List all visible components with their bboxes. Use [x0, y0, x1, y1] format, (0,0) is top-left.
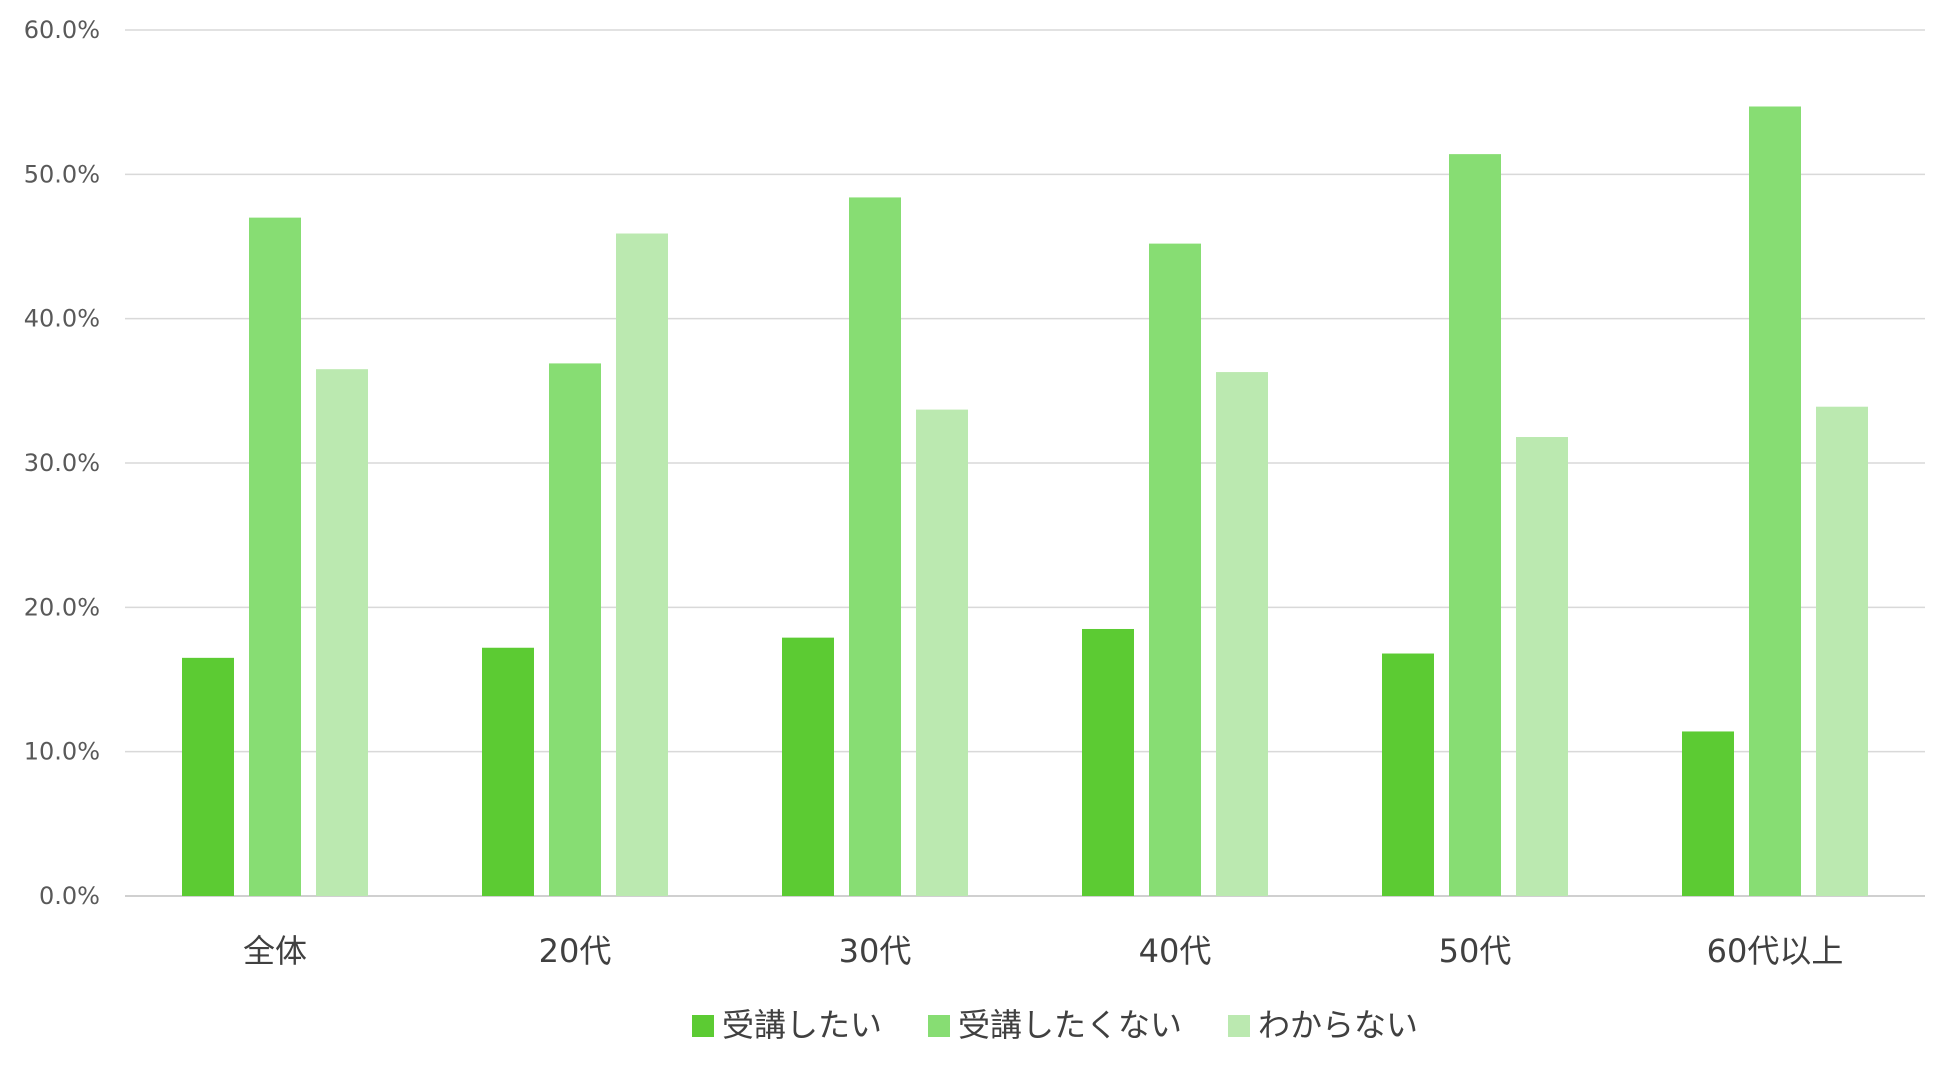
bar-2-3: [849, 197, 901, 897]
y-tick-label: 40.0%: [24, 305, 100, 333]
legend-label-3: わからない: [1258, 1006, 1418, 1044]
x-axis-category-labels: 全体 20代 30代 40代 50代 60代以上: [243, 932, 1843, 970]
bar-3-6: [1816, 406, 1868, 896]
x-category-label: 全体: [243, 932, 307, 970]
bar-3-1: [316, 369, 368, 896]
y-tick-label: 60.0%: [24, 16, 100, 44]
y-tick-label: 10.0%: [24, 738, 100, 766]
y-axis-tick-labels: 0.0% 10.0% 20.0% 30.0% 40.0% 50.0% 60.0%: [24, 16, 100, 910]
y-tick-label: 50.0%: [24, 160, 100, 188]
legend-swatch-1: [692, 1015, 714, 1037]
legend-swatch-2: [928, 1015, 950, 1037]
bar-3-2: [616, 233, 668, 896]
bar-1-5: [1382, 653, 1434, 896]
bar-1-3: [782, 637, 834, 896]
x-category-label: 40代: [1139, 932, 1212, 970]
legend-label-2: 受講したくない: [958, 1006, 1182, 1044]
bar-2-5: [1449, 154, 1501, 897]
bar-3-3: [916, 409, 968, 896]
y-tick-label: 30.0%: [24, 449, 100, 477]
y-tick-label: 20.0%: [24, 593, 100, 621]
gridlines: [125, 29, 1925, 897]
y-tick-label: 0.0%: [39, 882, 100, 910]
bar-3-5: [1516, 437, 1568, 896]
bar-2-2: [549, 363, 601, 896]
bars: [182, 106, 1868, 897]
bar-1-4: [1082, 628, 1134, 896]
bar-1-6: [1682, 731, 1734, 896]
x-category-label: 30代: [839, 932, 912, 970]
x-category-label: 50代: [1439, 932, 1512, 970]
legend-swatch-3: [1228, 1015, 1250, 1037]
legend: 受講したい 受講したくない わからない: [692, 1006, 1418, 1044]
legend-label-1: 受講したい: [722, 1006, 882, 1044]
x-category-label: 60代以上: [1707, 932, 1844, 970]
bar-1-1: [182, 657, 234, 896]
bar-2-1: [249, 217, 301, 897]
bar-2-6: [1749, 106, 1801, 897]
x-category-label: 20代: [539, 932, 612, 970]
bar-2-4: [1149, 243, 1201, 896]
bar-3-4: [1216, 372, 1268, 896]
bar-1-2: [482, 647, 534, 896]
